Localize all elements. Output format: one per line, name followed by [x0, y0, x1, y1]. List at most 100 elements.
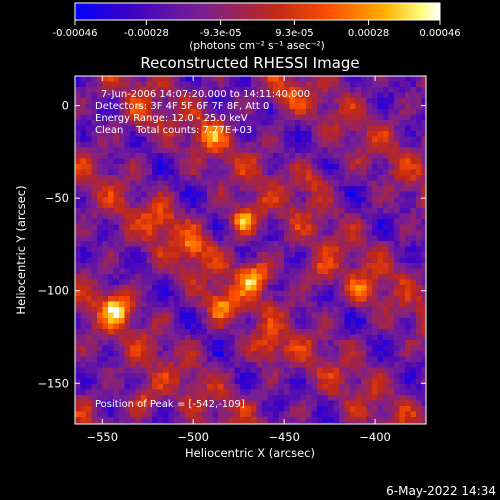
- heatmap-cell: [355, 389, 362, 396]
- heatmap-cell: [135, 153, 142, 159]
- heatmap-cell: [311, 279, 318, 286]
- heatmap-cell: [163, 252, 169, 258]
- heatmap-cell: [333, 395, 340, 401]
- heatmap-cell: [201, 81, 208, 88]
- heatmap-cell: [240, 191, 246, 198]
- heatmap-cell: [229, 158, 235, 165]
- heatmap-cell: [317, 153, 323, 159]
- heatmap-cell: [278, 384, 285, 390]
- heatmap-cell: [80, 411, 87, 418]
- heatmap-cell: [168, 87, 175, 93]
- heatmap-cell: [388, 76, 395, 82]
- heatmap-cell: [91, 378, 98, 385]
- heatmap-cell: [262, 351, 268, 357]
- heatmap-cell: [201, 307, 208, 313]
- heatmap-cell: [339, 290, 345, 297]
- heatmap-cell: [366, 312, 373, 319]
- heatmap-cell: [179, 290, 186, 297]
- heatmap-cell: [141, 153, 147, 159]
- heatmap-cell: [201, 219, 208, 225]
- heatmap-cell: [306, 307, 312, 313]
- heatmap-cell: [190, 142, 197, 148]
- heatmap-cell: [185, 169, 191, 176]
- heatmap-cell: [130, 114, 136, 121]
- heatmap-cell: [75, 329, 81, 335]
- heatmap-cell: [185, 301, 191, 308]
- heatmap-cell: [295, 142, 301, 148]
- heatmap-cell: [124, 301, 131, 308]
- heatmap-cell: [113, 307, 120, 313]
- heatmap-cell: [366, 307, 373, 313]
- heatmap-cell: [284, 136, 290, 143]
- heatmap-cell: [256, 422, 263, 424]
- heatmap-cell: [372, 367, 378, 374]
- heatmap-cell: [218, 175, 224, 181]
- heatmap-cell: [322, 235, 329, 242]
- heatmap-cell: [289, 323, 296, 330]
- heatmap-cell: [421, 147, 426, 154]
- heatmap-cell: [119, 191, 125, 198]
- heatmap-cell: [344, 279, 351, 286]
- heatmap-cell: [344, 274, 351, 280]
- heatmap-cell: [405, 378, 411, 385]
- heatmap-cell: [91, 202, 98, 209]
- heatmap-cell: [179, 180, 186, 187]
- heatmap-cell: [317, 323, 323, 330]
- heatmap-cell: [234, 169, 241, 176]
- heatmap-cell: [289, 252, 296, 258]
- heatmap-cell: [421, 356, 426, 363]
- heatmap-cell: [91, 323, 98, 330]
- heatmap-cell: [339, 213, 345, 220]
- heatmap-cell: [229, 312, 235, 319]
- heatmap-cell: [119, 263, 125, 269]
- heatmap-cell: [157, 153, 164, 159]
- heatmap-cell: [218, 213, 224, 220]
- heatmap-cell: [113, 235, 120, 242]
- heatmap-cell: [152, 274, 158, 280]
- heatmap-cell: [102, 367, 109, 374]
- heatmap-cell: [141, 263, 147, 269]
- heatmap-cell: [394, 180, 400, 187]
- heatmap-cell: [284, 389, 290, 396]
- heatmap-cell: [322, 400, 329, 407]
- heatmap-cell: [97, 356, 103, 363]
- heatmap-cell: [135, 114, 142, 121]
- heatmap-cell: [322, 175, 329, 181]
- heatmap-cell: [361, 356, 367, 363]
- heatmap-cell: [344, 417, 351, 423]
- heatmap-cell: [179, 92, 186, 99]
- heatmap-cell: [102, 301, 109, 308]
- heatmap-cell: [135, 296, 142, 302]
- heatmap-cell: [207, 142, 213, 148]
- heatmap-cell: [300, 136, 307, 143]
- heatmap-cell: [278, 208, 285, 214]
- heatmap-cell: [146, 158, 153, 165]
- heatmap-cell: [245, 334, 252, 341]
- heatmap-cell: [108, 417, 114, 423]
- heatmap-cell: [190, 153, 197, 159]
- heatmap-cell: [328, 290, 334, 297]
- heatmap-cell: [234, 213, 241, 220]
- heatmap-cell: [119, 279, 125, 286]
- heatmap-cell: [339, 153, 345, 159]
- heatmap-cell: [119, 395, 125, 401]
- heatmap-cell: [322, 131, 329, 137]
- heatmap-cell: [179, 296, 186, 302]
- heatmap-cell: [267, 186, 274, 192]
- heatmap-cell: [146, 422, 153, 424]
- heatmap-cell: [223, 219, 230, 225]
- heatmap-cell: [328, 367, 334, 374]
- heatmap-cell: [124, 318, 131, 324]
- heatmap-cell: [135, 329, 142, 335]
- heatmap-cell: [212, 241, 219, 247]
- heatmap-cell: [256, 312, 263, 319]
- heatmap-cell: [179, 125, 186, 132]
- heatmap-cell: [185, 340, 191, 346]
- heatmap-cell: [372, 191, 378, 198]
- heatmap-cell: [108, 92, 114, 99]
- heatmap-cell: [91, 147, 98, 154]
- heatmap-cell: [399, 257, 406, 264]
- heatmap-cell: [152, 329, 158, 335]
- heatmap-cell: [141, 241, 147, 247]
- heatmap-cell: [416, 136, 422, 143]
